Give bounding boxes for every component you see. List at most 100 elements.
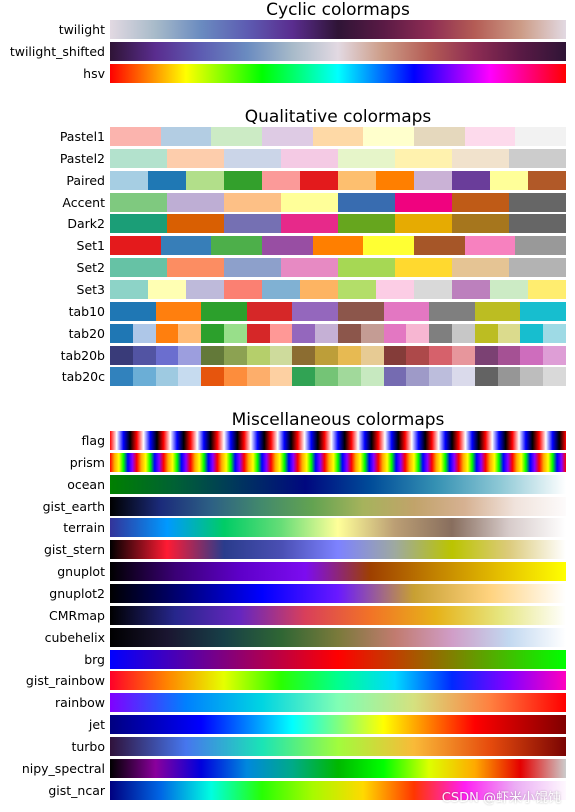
color-swatch (110, 367, 133, 387)
colormap-label-tab20b: tab20b (60, 347, 105, 363)
color-swatch (520, 345, 543, 365)
color-swatch (262, 236, 313, 256)
color-swatch (338, 192, 395, 212)
color-swatch (414, 127, 465, 146)
colormap-label-terrain: terrain (63, 520, 105, 536)
color-swatch (406, 367, 429, 387)
color-swatch (201, 367, 224, 387)
color-swatch (406, 345, 429, 365)
colormap-bar-ocean (110, 474, 566, 494)
colormap-bar-set3 (110, 279, 566, 299)
color-swatch (475, 367, 498, 387)
color-swatch (490, 279, 528, 299)
color-swatch (224, 345, 247, 365)
color-swatch (509, 258, 566, 278)
colormap-label-nipy-spectral: nipy_spectral (21, 760, 105, 776)
color-swatch (270, 345, 292, 365)
color-swatch (363, 236, 414, 256)
color-swatch (110, 301, 156, 321)
color-swatch (262, 279, 300, 299)
color-swatch (110, 127, 161, 146)
colormap-label-prism: prism (69, 454, 105, 470)
color-swatch (384, 367, 406, 387)
color-swatch (313, 236, 363, 256)
section-title-miscellaneous-colormaps: Miscellaneous colormaps (231, 410, 445, 430)
colormap-label-set2: Set2 (76, 260, 105, 276)
color-swatch (338, 214, 395, 234)
colormap-label-set3: Set3 (76, 281, 105, 297)
color-swatch (281, 214, 338, 234)
color-swatch (110, 323, 133, 343)
color-swatch (429, 367, 452, 387)
colormap-bar-cubehelix (110, 627, 566, 647)
color-swatch (363, 127, 414, 146)
color-swatch (395, 148, 452, 168)
colormap-label-twilight: twilight (58, 22, 105, 37)
colormap-label-jet: jet (88, 717, 105, 733)
color-swatch (515, 236, 566, 256)
color-swatch (361, 323, 384, 343)
color-swatch (110, 214, 167, 234)
color-swatch (475, 323, 498, 343)
color-swatch (262, 170, 300, 190)
color-swatch (224, 214, 281, 234)
color-swatch (543, 367, 566, 387)
color-swatch (429, 345, 452, 365)
colormap-label-accent: Accent (62, 194, 105, 210)
color-swatch (498, 367, 520, 387)
colormap-bar-pastel2 (110, 148, 566, 168)
color-swatch (406, 323, 429, 343)
color-swatch (281, 192, 338, 212)
color-swatch (338, 345, 361, 365)
color-swatch (110, 258, 167, 278)
color-swatch (414, 279, 452, 299)
color-swatch (475, 345, 498, 365)
color-swatch (376, 170, 414, 190)
color-swatch (315, 367, 338, 387)
color-swatch (338, 301, 384, 321)
colormap-bar-brg (110, 649, 566, 669)
color-swatch (186, 279, 224, 299)
color-swatch (515, 127, 566, 146)
color-swatch (361, 345, 384, 365)
color-swatch (414, 236, 465, 256)
colormap-label-rainbow: rainbow (55, 695, 105, 711)
colormap-label-tab20c: tab20c (61, 369, 105, 385)
color-swatch (292, 367, 315, 387)
color-swatch (178, 367, 201, 387)
colormap-label-pastel1: Pastel1 (59, 129, 105, 144)
color-swatch (178, 345, 201, 365)
color-swatch (528, 279, 566, 299)
color-swatch (384, 323, 406, 343)
color-swatch (133, 323, 156, 343)
color-swatch (110, 192, 167, 212)
color-swatch (110, 279, 148, 299)
colormap-bar-turbo (110, 736, 566, 756)
color-swatch (224, 148, 281, 168)
color-swatch (167, 148, 224, 168)
colormap-bar-tab20b (110, 345, 566, 365)
color-swatch (338, 367, 361, 387)
colormap-label-flag: flag (81, 433, 105, 448)
color-swatch (465, 236, 515, 256)
color-swatch (315, 345, 338, 365)
colormap-label-ocean: ocean (67, 476, 105, 492)
color-swatch (543, 323, 566, 343)
color-swatch (338, 148, 395, 168)
colormap-label-gist-stern: gist_stern (43, 542, 105, 558)
color-swatch (498, 345, 520, 365)
color-swatch (384, 301, 429, 321)
colormap-label-cubehelix: cubehelix (44, 629, 105, 645)
color-swatch (292, 345, 315, 365)
colormap-label-turbo: turbo (71, 738, 105, 754)
color-swatch (110, 345, 133, 365)
color-swatch (211, 127, 262, 146)
color-swatch (395, 192, 452, 212)
colormap-label-cmrmap: CMRmap (49, 607, 105, 623)
color-swatch (429, 301, 475, 321)
color-swatch (178, 323, 201, 343)
colormap-bar-set1 (110, 236, 566, 256)
color-swatch (161, 236, 211, 256)
colormap-bar-gist-earth (110, 496, 566, 516)
colormap-bar-jet (110, 715, 566, 735)
